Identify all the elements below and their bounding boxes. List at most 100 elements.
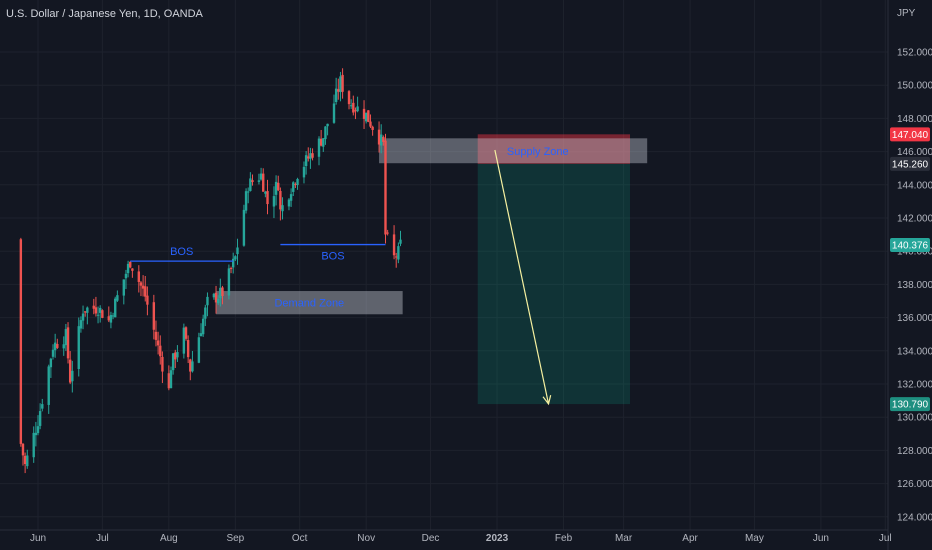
candle-body	[384, 140, 387, 235]
candle-body	[397, 246, 400, 260]
candle-body	[137, 271, 141, 282]
candle-body	[62, 344, 65, 349]
candle-body	[311, 153, 314, 158]
candle-body	[156, 340, 160, 346]
candle-body	[176, 352, 179, 358]
candle-body	[186, 340, 190, 358]
candle-body	[38, 411, 42, 426]
candle-body	[167, 373, 171, 389]
candle-body	[219, 287, 222, 299]
candle-body	[229, 268, 233, 270]
candle-body	[64, 329, 68, 346]
candle-body	[96, 314, 100, 316]
last-price-tag	[890, 237, 930, 252]
candle-body	[296, 178, 299, 186]
candle-body	[36, 426, 40, 434]
reward-zone[interactable]	[477, 163, 631, 405]
zones[interactable]: Demand Zone Supply Zone	[216, 138, 648, 315]
y-tick-label: 140.000	[897, 247, 932, 258]
x-tick-label: Aug	[160, 533, 178, 544]
candle-body	[214, 292, 218, 303]
candle-body	[197, 337, 201, 363]
candle-body	[83, 311, 87, 313]
y-tick-label: 142.000	[897, 214, 932, 225]
bos-label-1: BOS	[170, 246, 193, 258]
candle-body	[77, 326, 80, 370]
candle-body	[317, 138, 321, 157]
y-tick-label: 148.000	[897, 114, 932, 125]
candle-body	[124, 273, 128, 279]
projection-arrow[interactable]	[494, 149, 550, 405]
risk-zone[interactable]	[477, 134, 631, 164]
candle-body	[92, 305, 95, 309]
demand-zone-box[interactable]	[216, 291, 403, 315]
x-tick-label: Mar	[615, 533, 633, 544]
candle-body	[122, 279, 125, 296]
chart-title: U.S. Dollar / Japanese Yen, 1D, OANDA	[6, 8, 203, 20]
candle-body	[281, 205, 284, 212]
candle-body	[287, 199, 291, 207]
x-tick-label: Nov	[357, 533, 375, 544]
candles	[19, 68, 402, 474]
candle-body	[216, 298, 220, 304]
candle-body	[257, 180, 261, 182]
candle-body	[309, 153, 312, 159]
candle-body	[221, 287, 224, 297]
candle-body	[364, 112, 368, 122]
candle-body	[326, 123, 329, 127]
x-tick-label: 2023	[486, 533, 509, 544]
candle-body	[362, 108, 366, 119]
candle-body	[129, 261, 132, 268]
candle-body	[99, 307, 102, 313]
candle-body	[349, 105, 353, 107]
candle-body	[231, 258, 235, 268]
y-tick-label: 132.000	[897, 380, 932, 391]
x-tick-label: Jul	[96, 533, 109, 544]
candle-body	[23, 455, 27, 465]
candle-body	[144, 286, 147, 297]
candle-body	[294, 184, 297, 186]
candle-body	[51, 349, 55, 357]
candle-body	[234, 256, 237, 260]
annotations[interactable]: BOS BOS	[130, 149, 552, 406]
candle-body	[319, 138, 323, 146]
candle-body	[302, 166, 306, 178]
candle-body	[79, 320, 83, 329]
candle-body	[249, 178, 252, 191]
x-tick-label: Oct	[292, 533, 308, 544]
short-position-tool[interactable]	[477, 134, 631, 405]
candle-body	[41, 404, 44, 409]
candle-body	[247, 191, 250, 193]
supply-zone-box[interactable]	[379, 138, 648, 164]
candle-body	[56, 343, 59, 348]
candle-body	[395, 256, 398, 258]
demand-zone-label: Demand Zone	[274, 298, 344, 310]
candle-body	[174, 352, 177, 360]
candle-body	[139, 282, 143, 286]
candle-body	[242, 209, 246, 246]
candle-body	[68, 359, 72, 383]
entry-price-tag-label: 145.260	[892, 159, 929, 170]
candle-body	[126, 263, 130, 274]
candle-body	[201, 318, 205, 335]
candle-body	[292, 182, 295, 192]
candle-body	[377, 129, 381, 145]
candle-body	[334, 88, 338, 102]
candle-body	[159, 345, 162, 357]
candle-body	[204, 307, 207, 319]
candle-body	[169, 370, 173, 389]
candle-body	[347, 91, 351, 105]
candle-body	[161, 356, 164, 372]
entry-price-tag	[890, 156, 930, 171]
y-tick-label: 126.000	[897, 479, 932, 490]
candle-body	[352, 102, 355, 113]
candle-body	[107, 316, 110, 321]
target-price-tag	[890, 397, 930, 412]
bos-label-2: BOS	[321, 251, 344, 263]
stop-price-tag-label: 147.040	[892, 130, 929, 141]
candle-body	[244, 191, 248, 211]
y-tick-label: 138.000	[897, 280, 932, 291]
